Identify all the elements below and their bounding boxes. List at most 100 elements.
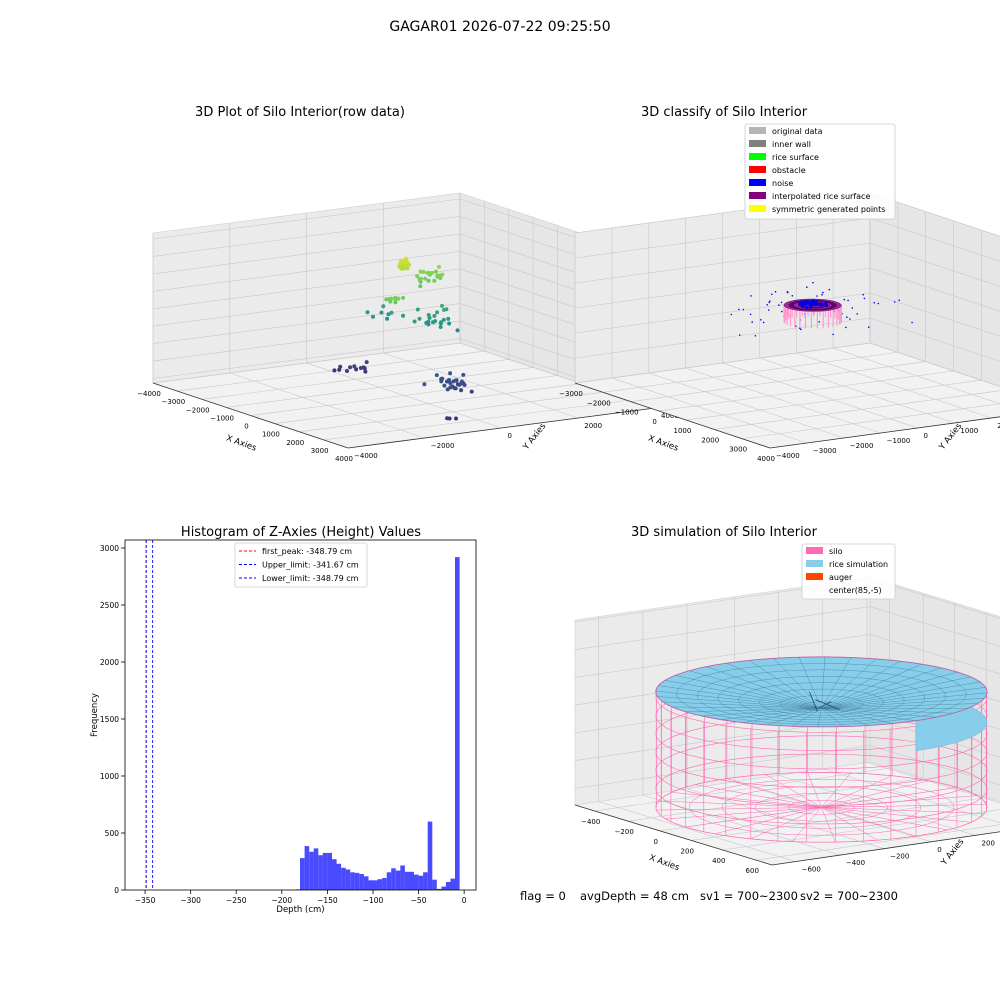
y-tick-label: 200 bbox=[982, 839, 995, 847]
scatter-point bbox=[430, 270, 434, 275]
y-tick-label: −400 bbox=[846, 859, 865, 867]
legend-swatch bbox=[806, 560, 823, 567]
rice-mesh-spoke bbox=[821, 708, 937, 718]
silo-floor-spoke bbox=[821, 807, 836, 843]
legend-swatch bbox=[749, 140, 766, 147]
scatter-point bbox=[438, 321, 443, 326]
x-axis-line bbox=[152, 382, 349, 449]
noise-point bbox=[730, 313, 733, 316]
histogram-bar bbox=[445, 882, 451, 890]
scatter-point bbox=[407, 262, 412, 267]
histogram-bar bbox=[350, 872, 355, 890]
rice-mesh-spoke bbox=[821, 661, 900, 709]
legend-label: first_peak: -348.79 cm bbox=[262, 547, 352, 556]
legend-swatch bbox=[749, 153, 766, 160]
legend-label: center(85,-5) bbox=[829, 586, 882, 595]
y-tick-label: −4000 bbox=[776, 452, 800, 460]
x-tick-label: 0 bbox=[652, 418, 656, 426]
rice-mesh-spoke bbox=[685, 708, 822, 712]
rice-mesh-spoke bbox=[721, 708, 822, 720]
noise-point bbox=[877, 302, 880, 305]
silo-floor-spoke bbox=[656, 807, 822, 811]
silo-floor-spoke bbox=[791, 807, 822, 842]
legend-label: obstacle bbox=[772, 166, 806, 175]
x-tick-label: −300 bbox=[180, 896, 201, 905]
histogram-bar bbox=[400, 865, 405, 890]
scatter-point bbox=[385, 316, 390, 321]
noise-point bbox=[846, 316, 848, 319]
y-tick-label: −600 bbox=[802, 866, 821, 874]
y-axis-line bbox=[769, 416, 1000, 449]
noise-point bbox=[821, 293, 823, 296]
grid-line-z bbox=[574, 606, 1000, 650]
limit-lines bbox=[145, 540, 154, 890]
grid-line-y bbox=[686, 603, 885, 849]
x-tick-label: 1000 bbox=[262, 431, 280, 439]
legend-label: noise bbox=[772, 179, 793, 188]
legend: original data inner wall rice surface obsta… bbox=[744, 123, 896, 220]
rice-mesh-spoke bbox=[706, 666, 822, 709]
x-tick-label: 4000 bbox=[757, 455, 775, 463]
scatter-point bbox=[418, 284, 423, 289]
noise-point-surface bbox=[825, 304, 829, 308]
scatter-point bbox=[422, 382, 427, 387]
scatter-point bbox=[332, 368, 337, 373]
legend-label: interpolated rice surface bbox=[772, 192, 870, 201]
x-tick-label: 3000 bbox=[311, 447, 329, 455]
rice-mesh-spoke bbox=[675, 675, 822, 709]
scatter-point bbox=[412, 319, 417, 324]
scatter-point bbox=[415, 274, 420, 279]
rice-mesh-spoke bbox=[821, 663, 922, 709]
rice-mesh-spoke bbox=[821, 687, 986, 709]
silo-floor-spoke bbox=[671, 792, 822, 808]
rice-mesh-spoke bbox=[821, 657, 852, 709]
silo-floor-spoke bbox=[821, 807, 985, 814]
noise-point bbox=[767, 309, 770, 311]
y-tick-label: 0 bbox=[937, 846, 941, 854]
grid-line-z bbox=[574, 317, 1000, 362]
noise-point bbox=[863, 297, 866, 300]
noise-point bbox=[800, 328, 802, 331]
rice-mesh-spoke bbox=[821, 708, 845, 727]
grid-line-x bbox=[756, 824, 1000, 861]
histogram-bar bbox=[359, 874, 364, 890]
y-tick-label: 0 bbox=[114, 886, 119, 895]
noise-point bbox=[780, 301, 783, 304]
scatter-point bbox=[337, 367, 342, 372]
scatter-point bbox=[398, 261, 403, 266]
grid-line-x bbox=[714, 390, 1000, 430]
x-axis-label: Depth (cm) bbox=[276, 905, 324, 915]
noise-point-surface bbox=[820, 302, 824, 306]
grid-line-y bbox=[866, 577, 1000, 804]
silo-floor-spoke bbox=[821, 807, 949, 831]
y-tick-label: 500 bbox=[105, 829, 120, 838]
scatter-point bbox=[441, 317, 446, 322]
histogram-bar bbox=[309, 851, 314, 890]
grid-line-y bbox=[778, 590, 976, 836]
rice-mesh-spoke bbox=[689, 670, 822, 709]
scatter-point bbox=[426, 278, 431, 283]
scatter-point bbox=[371, 314, 375, 319]
scatter-point bbox=[434, 373, 439, 378]
x-tick-label: −2000 bbox=[587, 399, 611, 407]
x-axis-label: X Axies bbox=[648, 853, 681, 873]
scatter-point bbox=[448, 381, 453, 386]
y-axis-line bbox=[771, 831, 1000, 866]
scatter-point bbox=[437, 264, 441, 269]
silo-floor-spoke bbox=[821, 804, 987, 808]
auger-line bbox=[819, 701, 832, 708]
noise-point-surface bbox=[800, 300, 804, 304]
grid-line-y bbox=[382, 203, 579, 419]
histogram-bar bbox=[436, 888, 442, 890]
noise-point bbox=[768, 301, 770, 304]
scatter-point bbox=[432, 278, 437, 283]
noise-point bbox=[781, 310, 783, 313]
rice-mesh-spoke bbox=[821, 708, 917, 721]
scatter-point bbox=[338, 364, 343, 369]
y-tick-label: −3000 bbox=[813, 447, 837, 455]
rice-surface-top bbox=[655, 656, 988, 728]
scatter-point bbox=[381, 304, 386, 309]
x-tick-label: −1000 bbox=[615, 409, 639, 417]
noise-point bbox=[832, 333, 834, 336]
legend-swatch bbox=[749, 127, 766, 134]
